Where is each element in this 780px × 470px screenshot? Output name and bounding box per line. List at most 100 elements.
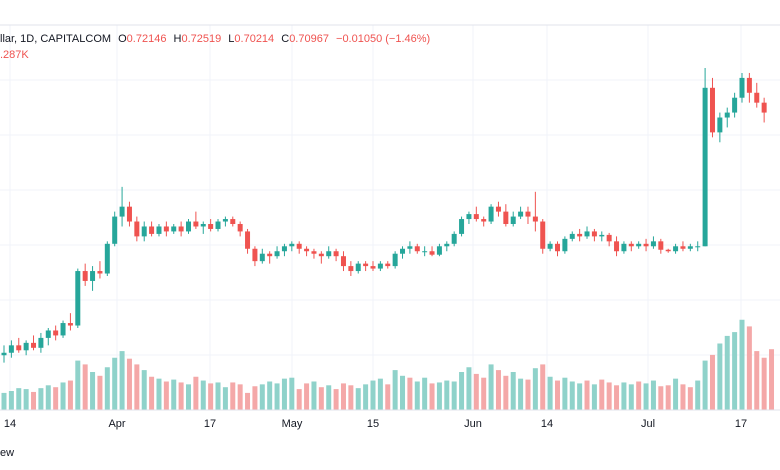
volume-bar bbox=[562, 377, 568, 410]
close-label: C bbox=[281, 33, 290, 45]
volume-bar bbox=[739, 319, 745, 410]
candle-body bbox=[311, 251, 317, 254]
candle-body bbox=[422, 251, 428, 253]
volume-bar bbox=[621, 382, 627, 410]
volume-bar bbox=[281, 378, 287, 410]
candle-body bbox=[599, 234, 605, 237]
change-value: −0.01050 (−1.46%) bbox=[336, 33, 431, 45]
candle-body bbox=[8, 345, 14, 353]
volume-bar bbox=[673, 378, 679, 410]
candle-body bbox=[274, 251, 280, 257]
candle-body bbox=[525, 211, 531, 217]
volume-bar bbox=[444, 380, 450, 410]
volume-bar bbox=[665, 385, 671, 410]
volume-bar bbox=[208, 383, 214, 410]
candle-body bbox=[178, 226, 184, 232]
candle-body bbox=[370, 266, 376, 269]
volume-bar bbox=[658, 386, 664, 410]
candle-body bbox=[45, 330, 51, 338]
volume-bar bbox=[252, 386, 258, 410]
volume-bar bbox=[289, 377, 295, 410]
candle-body bbox=[732, 97, 738, 113]
volume-bar bbox=[400, 375, 406, 410]
candle-body bbox=[119, 206, 125, 217]
candle-body bbox=[495, 206, 501, 212]
candle-body bbox=[134, 221, 140, 237]
volume-bar bbox=[577, 383, 583, 410]
volume-bar bbox=[481, 377, 487, 410]
volume-bar bbox=[732, 332, 738, 410]
candle-body bbox=[340, 256, 346, 267]
open-value: 0.72146 bbox=[126, 33, 167, 45]
volume-bar bbox=[267, 381, 273, 410]
volume-bar bbox=[230, 382, 236, 410]
candle-body bbox=[628, 243, 634, 247]
volume-bar bbox=[97, 375, 103, 410]
volume-bar bbox=[38, 388, 44, 410]
volume-bar bbox=[636, 381, 642, 410]
candle-body bbox=[665, 249, 671, 252]
candle-body bbox=[754, 92, 760, 103]
candle-body bbox=[149, 226, 155, 234]
volume-bar bbox=[112, 357, 118, 410]
volume-bar bbox=[31, 391, 37, 410]
volume-bar bbox=[237, 384, 243, 410]
candle-body bbox=[547, 243, 553, 249]
volume-bar bbox=[466, 367, 472, 410]
candle-body bbox=[16, 345, 22, 351]
candle-body bbox=[569, 233, 575, 239]
volume-bar bbox=[67, 380, 73, 410]
candle-body bbox=[761, 102, 767, 113]
candle-body bbox=[230, 219, 236, 224]
candle-body bbox=[267, 253, 273, 257]
volume-bar bbox=[495, 370, 501, 410]
candle-body bbox=[473, 214, 479, 220]
candle-body bbox=[38, 337, 44, 348]
candle-body bbox=[687, 246, 693, 249]
candle-body bbox=[532, 216, 538, 222]
candle-body bbox=[400, 248, 406, 254]
candle-body bbox=[717, 117, 723, 133]
candle-body bbox=[724, 112, 730, 118]
candle-body bbox=[643, 243, 649, 247]
volume-bar bbox=[510, 372, 516, 410]
candle-body bbox=[746, 77, 752, 93]
volume-bar bbox=[311, 381, 317, 410]
candle-body bbox=[156, 226, 162, 234]
candle-body bbox=[23, 342, 29, 351]
candle-body bbox=[252, 248, 258, 262]
volume-bar bbox=[193, 376, 199, 410]
volume-bar bbox=[650, 380, 656, 410]
x-tick-label: 14 bbox=[540, 418, 554, 430]
candle-body bbox=[75, 271, 81, 326]
candle-body bbox=[650, 241, 656, 247]
volume-bar bbox=[473, 373, 479, 410]
high-label: H bbox=[173, 33, 182, 45]
x-tick-label: Apr bbox=[108, 418, 126, 430]
volume-bar bbox=[746, 326, 752, 410]
candle-body bbox=[709, 87, 715, 133]
volume-bar bbox=[178, 382, 184, 410]
candle-body bbox=[518, 211, 524, 217]
candle-body bbox=[281, 246, 287, 252]
candle-body bbox=[245, 231, 251, 249]
volume-bar bbox=[724, 335, 730, 410]
candle-body bbox=[1, 352, 7, 356]
volume-bar bbox=[628, 384, 634, 410]
candle-body bbox=[481, 219, 487, 222]
candle-body bbox=[237, 224, 243, 232]
volume-bar bbox=[761, 357, 767, 410]
volume-bar bbox=[318, 387, 324, 410]
candle-body bbox=[636, 243, 642, 247]
candle-body bbox=[60, 323, 66, 336]
volume-bar bbox=[769, 349, 775, 410]
volume-bar bbox=[245, 392, 251, 410]
candle-body bbox=[555, 243, 560, 252]
volume-bar bbox=[599, 379, 605, 410]
volume-bar bbox=[422, 377, 428, 410]
candle-body bbox=[407, 246, 413, 249]
candle-body bbox=[289, 243, 295, 247]
candle-body bbox=[695, 246, 701, 248]
candle-body bbox=[53, 330, 59, 336]
